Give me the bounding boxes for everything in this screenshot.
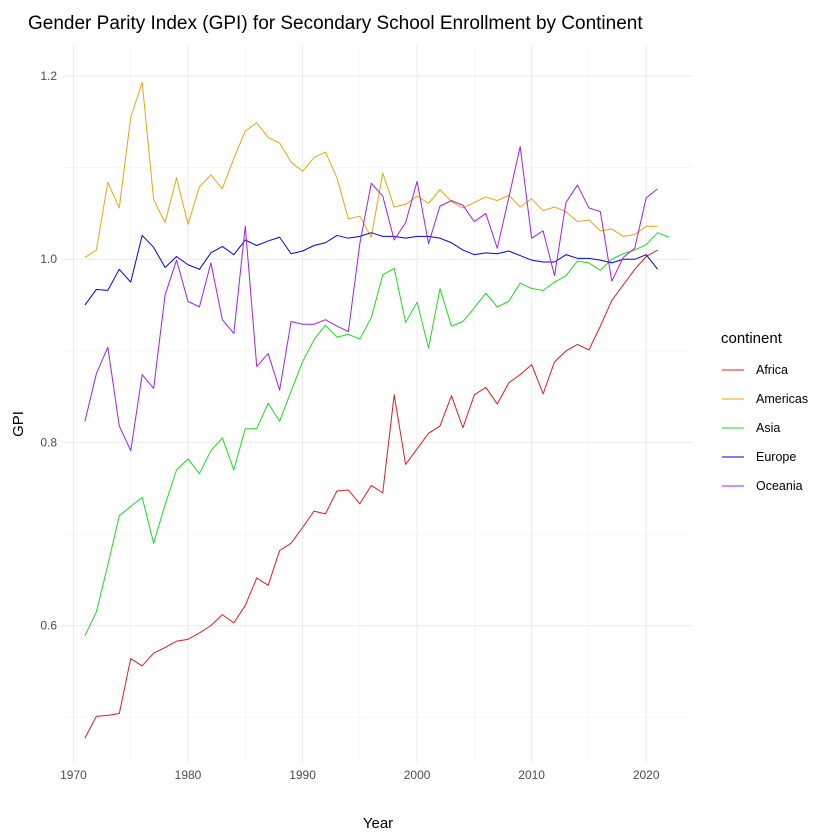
- x-axis-title: Year: [363, 815, 393, 832]
- x-tick-label: 1990: [289, 768, 316, 782]
- y-tick-label: 0.6: [40, 619, 57, 633]
- x-tick-label: 2000: [404, 768, 431, 782]
- y-axis-title: GPI: [10, 411, 27, 437]
- y-tick-label: 0.8: [40, 435, 57, 449]
- series-line-africa: [84, 249, 658, 739]
- legend-label-oceania: Oceania: [756, 479, 803, 493]
- y-tick-label: 1.2: [40, 69, 57, 83]
- legend-label-europe: Europe: [756, 450, 796, 464]
- x-tick-label: 1980: [175, 768, 202, 782]
- series-lines: [84, 81, 670, 739]
- x-tick-label: 2020: [633, 768, 660, 782]
- x-tick-label: 2010: [518, 768, 545, 782]
- legend-label-americas: Americas: [756, 392, 808, 406]
- series-line-asia: [84, 232, 670, 636]
- series-line-oceania: [84, 146, 658, 452]
- y-tick-label: 1.0: [40, 252, 57, 266]
- grid: [62, 44, 692, 763]
- legend: continent Africa Americas Asia Europe Oceani…: [721, 330, 808, 493]
- legend-label-africa: Africa: [756, 363, 788, 377]
- legend-title: continent: [721, 330, 783, 347]
- chart-title: Gender Parity Index (GPI) for Secondary …: [28, 13, 643, 34]
- legend-label-asia: Asia: [756, 421, 780, 435]
- x-tick-label: 1970: [60, 768, 87, 782]
- y-axis-tick-labels: 0.6 0.8 1.0 1.2: [40, 69, 57, 633]
- series-line-americas: [84, 81, 658, 258]
- series-line-europe: [84, 232, 659, 306]
- x-axis-tick-labels: 1970 1980 1990 2000 2010 2020: [60, 768, 660, 782]
